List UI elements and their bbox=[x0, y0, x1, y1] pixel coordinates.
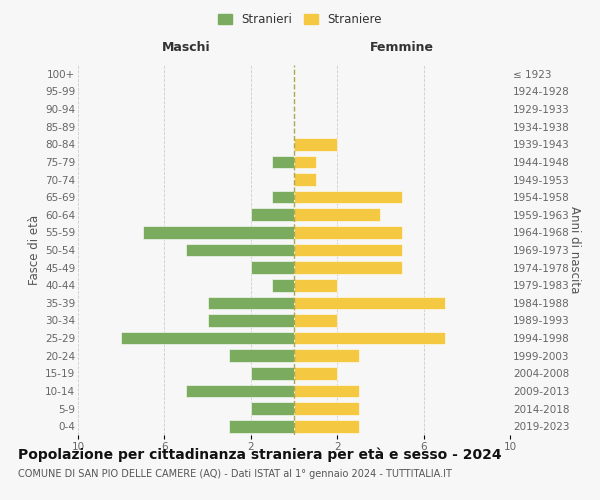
Bar bbox=[186, 384, 294, 398]
Bar bbox=[272, 279, 294, 291]
Bar bbox=[272, 191, 294, 203]
Bar bbox=[294, 279, 337, 291]
Bar bbox=[294, 191, 402, 203]
Bar bbox=[294, 367, 337, 380]
Bar bbox=[251, 402, 294, 415]
Bar bbox=[229, 420, 294, 432]
Bar bbox=[294, 420, 359, 432]
Bar bbox=[294, 208, 380, 221]
Bar bbox=[251, 367, 294, 380]
Bar bbox=[229, 350, 294, 362]
Bar bbox=[143, 226, 294, 238]
Bar bbox=[294, 173, 316, 186]
Bar bbox=[121, 332, 294, 344]
Bar bbox=[251, 262, 294, 274]
Text: Popolazione per cittadinanza straniera per età e sesso - 2024: Popolazione per cittadinanza straniera p… bbox=[18, 448, 502, 462]
Text: Femmine: Femmine bbox=[370, 42, 434, 54]
Bar bbox=[294, 314, 337, 327]
Bar bbox=[208, 314, 294, 327]
Text: Maschi: Maschi bbox=[161, 42, 211, 54]
Bar bbox=[294, 244, 402, 256]
Y-axis label: Fasce di età: Fasce di età bbox=[28, 215, 41, 285]
Bar bbox=[294, 350, 359, 362]
Text: COMUNE DI SAN PIO DELLE CAMERE (AQ) - Dati ISTAT al 1° gennaio 2024 - TUTTITALIA: COMUNE DI SAN PIO DELLE CAMERE (AQ) - Da… bbox=[18, 469, 452, 479]
Bar bbox=[294, 296, 445, 309]
Bar bbox=[294, 156, 316, 168]
Bar bbox=[294, 226, 402, 238]
Bar bbox=[294, 332, 445, 344]
Bar bbox=[251, 208, 294, 221]
Legend: Stranieri, Straniere: Stranieri, Straniere bbox=[213, 8, 387, 31]
Bar bbox=[294, 384, 359, 398]
Bar bbox=[294, 138, 337, 150]
Bar bbox=[294, 402, 359, 415]
Bar bbox=[208, 296, 294, 309]
Y-axis label: Anni di nascita: Anni di nascita bbox=[568, 206, 581, 294]
Bar bbox=[272, 156, 294, 168]
Bar bbox=[186, 244, 294, 256]
Bar bbox=[294, 262, 402, 274]
